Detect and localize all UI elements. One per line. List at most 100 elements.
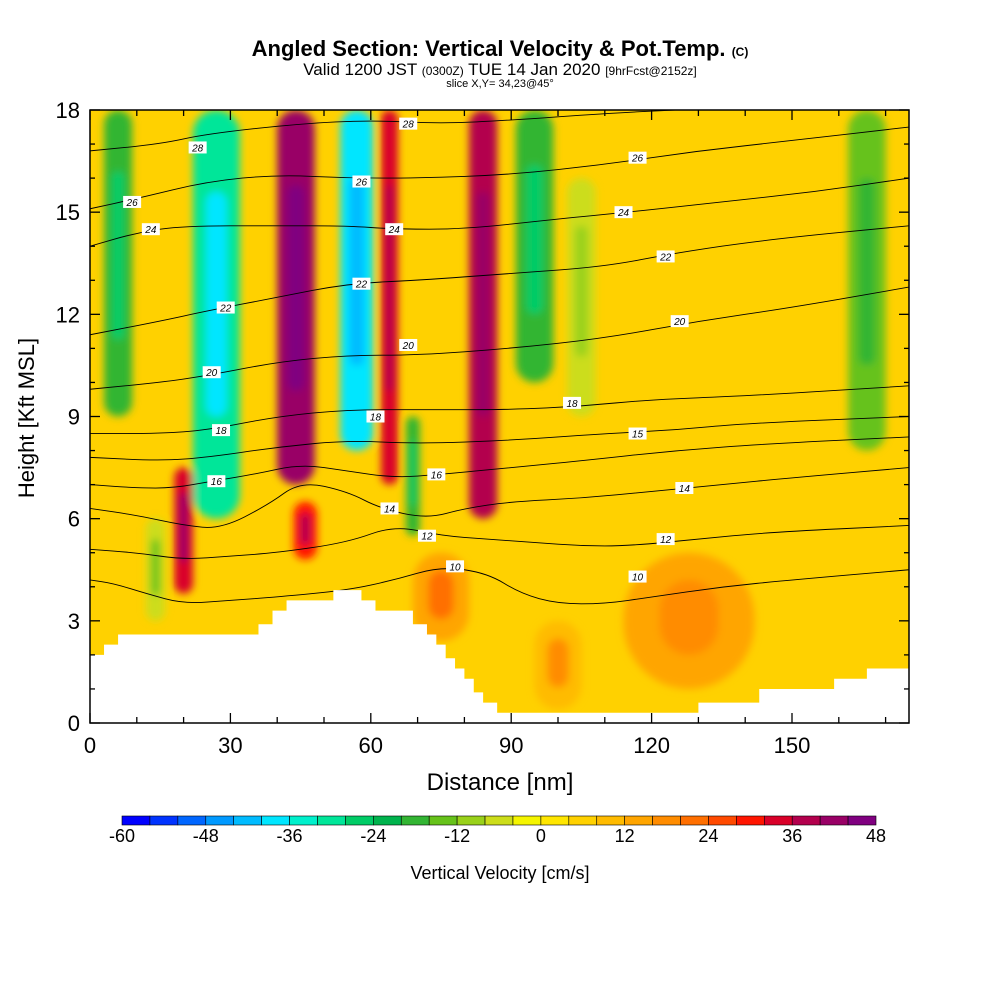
velocity-core bbox=[575, 225, 588, 357]
contour-label-box bbox=[670, 315, 689, 328]
contour-label: 26 bbox=[628, 151, 647, 165]
velocity-core bbox=[858, 178, 876, 366]
contour-label: 10 bbox=[628, 570, 647, 584]
contour-label: 20 bbox=[670, 315, 689, 328]
axes: 0 30 60 90 120 150 0 3 6 9 12 15 18 Distance [nm] Heig… bbox=[14, 98, 910, 796]
contour-label-text: 14 bbox=[384, 504, 396, 515]
contour-label: 18 bbox=[563, 396, 582, 410]
contour-label-text: 20 bbox=[402, 341, 415, 352]
contour-label-text: 26 bbox=[631, 154, 644, 165]
contour-label: 22 bbox=[352, 277, 371, 291]
contour-label-text: 18 bbox=[370, 413, 382, 424]
velocity-core bbox=[300, 513, 311, 546]
contour-labels: 10 10 12 12 14 14 16 16 15 18 18 18 20 20 20 22 22 22 24 24… bbox=[123, 117, 694, 584]
velocity-core bbox=[179, 492, 188, 563]
contour-label: 26 bbox=[352, 175, 371, 189]
terrain-mask bbox=[90, 590, 909, 723]
theta-contour-line bbox=[90, 126, 909, 210]
y-axis-label: Height [Kft MSL] bbox=[14, 338, 39, 498]
contour-label: 18 bbox=[366, 410, 385, 424]
slice-label: slice X,Y= 34,23@45° bbox=[446, 78, 554, 90]
contour-label: 20 bbox=[202, 366, 221, 379]
contour-label-box bbox=[614, 206, 633, 219]
y-tick-label: 9 bbox=[68, 405, 80, 430]
chart-subtitle: Valid 1200 JST (0300Z) TUE 14 Jan 2020 [… bbox=[0, 60, 1000, 80]
valid-forecast: [9hrFcst@2152z] bbox=[605, 64, 697, 78]
contour-label: 16 bbox=[427, 468, 446, 481]
contour-label: 28 bbox=[188, 141, 207, 154]
contour-label-text: 24 bbox=[388, 225, 401, 236]
contour-label-box bbox=[399, 338, 418, 351]
velocity-core bbox=[428, 570, 454, 620]
contour-label-box bbox=[212, 424, 231, 437]
colorbar bbox=[121, 815, 877, 826]
velocity-core bbox=[409, 440, 417, 506]
contour-label-box bbox=[366, 410, 385, 423]
velocity-core bbox=[205, 191, 227, 417]
contour-label-text: 22 bbox=[355, 280, 368, 291]
theta-contour-line bbox=[90, 177, 909, 247]
colorbar-tick-label: -48 bbox=[192, 826, 219, 846]
contour-label-box bbox=[352, 277, 371, 290]
contour-label-text: 24 bbox=[144, 225, 157, 236]
contour-label: 24 bbox=[141, 223, 160, 236]
contour-label-box bbox=[188, 141, 207, 154]
contour-label-text: 26 bbox=[355, 178, 368, 189]
y-tick-label: 3 bbox=[68, 609, 80, 634]
colorbar-tick-label: 36 bbox=[782, 826, 803, 846]
colorbar-label: Vertical Velocity [cm/s] bbox=[410, 863, 590, 883]
x-tick-label: 150 bbox=[774, 733, 811, 758]
colorbar-swatch bbox=[652, 815, 681, 826]
velocity-core bbox=[526, 164, 544, 315]
contour-label: 14 bbox=[675, 482, 694, 495]
chart-title: Angled Section: Vertical Velocity & Pot.… bbox=[0, 36, 1000, 62]
contour-label-text: 14 bbox=[679, 484, 691, 495]
contour-label: 22 bbox=[656, 250, 675, 263]
colorbar-swatch bbox=[121, 815, 151, 826]
contour-label-text: 10 bbox=[449, 562, 461, 573]
colorbar-swatch bbox=[624, 815, 653, 826]
colorbar-swatch bbox=[149, 815, 179, 826]
colorbar-swatch bbox=[512, 815, 542, 826]
colorbar-swatch bbox=[345, 815, 374, 826]
contour-label-text: 28 bbox=[191, 143, 204, 154]
contour-label-box bbox=[628, 427, 647, 440]
chart-title-main: Angled Section: Vertical Velocity & Pot.… bbox=[251, 36, 726, 61]
colorbar-tick-label: -24 bbox=[360, 826, 387, 846]
colorbar-tick-label: 24 bbox=[698, 826, 719, 846]
velocity-core bbox=[111, 171, 125, 340]
contour-label: 16 bbox=[207, 475, 226, 488]
colorbar-swatch bbox=[261, 815, 290, 826]
contour-label-box bbox=[385, 223, 404, 236]
contour-label-box bbox=[563, 396, 582, 409]
x-tick-label: 0 bbox=[84, 733, 96, 758]
contour-label-box bbox=[628, 570, 647, 583]
contour-label-text: 20 bbox=[673, 317, 686, 328]
contour-label-text: 18 bbox=[566, 399, 578, 410]
contour-label: 10 bbox=[446, 560, 465, 573]
y-tick-label: 12 bbox=[56, 302, 80, 327]
colorbar-swatch bbox=[317, 815, 346, 826]
colorbar-swatch bbox=[763, 815, 793, 826]
contour-label-box bbox=[380, 502, 399, 515]
contour-label-box bbox=[417, 529, 436, 542]
contour-label-box bbox=[656, 533, 675, 546]
contour-label-box bbox=[628, 151, 647, 164]
contour-label-text: 22 bbox=[659, 252, 672, 263]
contour-label: 14 bbox=[380, 502, 399, 515]
colorbar-swatch bbox=[596, 815, 625, 826]
contour-label: 24 bbox=[614, 206, 633, 219]
contour-label-box bbox=[202, 366, 221, 379]
valid-utc: (0300Z) bbox=[421, 64, 464, 78]
contour-label: 28 bbox=[399, 117, 418, 131]
x-tick-label: 30 bbox=[218, 733, 242, 758]
contour-label: 12 bbox=[656, 533, 675, 546]
y-tick-label: 15 bbox=[56, 200, 80, 225]
contour-label-box bbox=[207, 475, 226, 488]
colorbar-swatch bbox=[400, 815, 430, 826]
terrain bbox=[90, 590, 909, 723]
colorbar-swatch bbox=[540, 815, 570, 826]
contour-label: 20 bbox=[399, 338, 418, 352]
contour-label-text: 18 bbox=[215, 426, 227, 437]
velocity-core bbox=[385, 184, 394, 391]
